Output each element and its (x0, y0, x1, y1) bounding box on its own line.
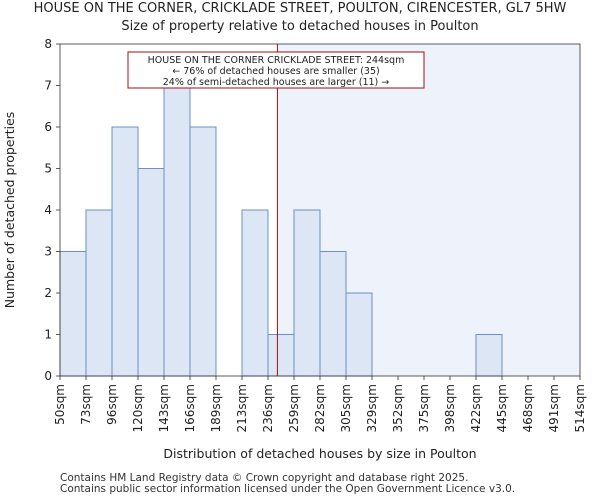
y-tick-label: 0 (44, 369, 52, 383)
annotation-line-2: ← 76% of detached houses are smaller (35… (172, 66, 379, 77)
x-tick-label: 213sqm (235, 384, 249, 432)
x-tick-label: 236sqm (261, 384, 275, 432)
bar-282sqm (319, 251, 347, 377)
bar-50sqm (59, 251, 87, 377)
x-tick-label: 514sqm (573, 384, 587, 432)
bar-213sqm (241, 209, 269, 377)
bar-236sqm (267, 334, 295, 377)
y-tick-label: 2 (44, 286, 52, 300)
x-tick-label: 352sqm (391, 384, 405, 432)
footer-line-1: Contains HM Land Registry data © Crown c… (60, 472, 469, 484)
footer-line-2: Contains public sector information licen… (60, 483, 516, 495)
x-tick-label: 143sqm (157, 384, 171, 432)
y-tick-label: 3 (44, 245, 52, 259)
x-tick-label: 445sqm (495, 384, 509, 432)
x-tick-label: 96sqm (105, 384, 119, 425)
bar-259sqm (293, 209, 321, 377)
bar-73sqm (85, 209, 113, 377)
bar-305sqm (345, 292, 373, 377)
y-tick-label: 4 (44, 203, 52, 217)
x-tick-label: 189sqm (209, 384, 223, 432)
x-tick-label: 305sqm (339, 384, 353, 432)
bar-143sqm (163, 85, 191, 377)
x-tick-label: 329sqm (365, 384, 379, 432)
y-tick-label: 8 (44, 37, 52, 51)
x-tick-label: 282sqm (313, 384, 327, 432)
chart-subtitle: Size of property relative to detached ho… (121, 19, 479, 34)
y-tick-label: 1 (44, 328, 52, 342)
y-tick-label: 7 (44, 79, 52, 93)
bar-96sqm (111, 126, 139, 377)
bar-422sqm (475, 334, 503, 377)
y-tick-label: 6 (44, 120, 52, 134)
x-axis-label: Distribution of detached houses by size … (163, 446, 476, 461)
y-axis-label: Number of detached properties (2, 112, 17, 309)
x-tick-label: 166sqm (183, 384, 197, 432)
annotation-box (127, 51, 425, 89)
annotation-line-3: 24% of semi-detached houses are larger (… (163, 77, 390, 88)
x-tick-label: 259sqm (287, 384, 301, 432)
x-tick-label: 50sqm (53, 384, 67, 425)
annotation-line-1: HOUSE ON THE CORNER CRICKLADE STREET: 24… (148, 55, 405, 66)
y-tick-label: 5 (44, 162, 52, 176)
x-tick-label: 422sqm (469, 384, 483, 432)
chart-title: HOUSE ON THE CORNER, CRICKLADE STREET, P… (33, 1, 567, 16)
x-tick-label: 491sqm (547, 384, 561, 432)
x-tick-label: 468sqm (521, 384, 535, 432)
x-tick-label: 73sqm (79, 384, 93, 425)
bar-166sqm (189, 126, 217, 377)
bar-120sqm (137, 168, 165, 377)
x-tick-label: 375sqm (417, 384, 431, 432)
x-tick-label: 120sqm (131, 384, 145, 432)
x-tick-label: 398sqm (443, 384, 457, 432)
